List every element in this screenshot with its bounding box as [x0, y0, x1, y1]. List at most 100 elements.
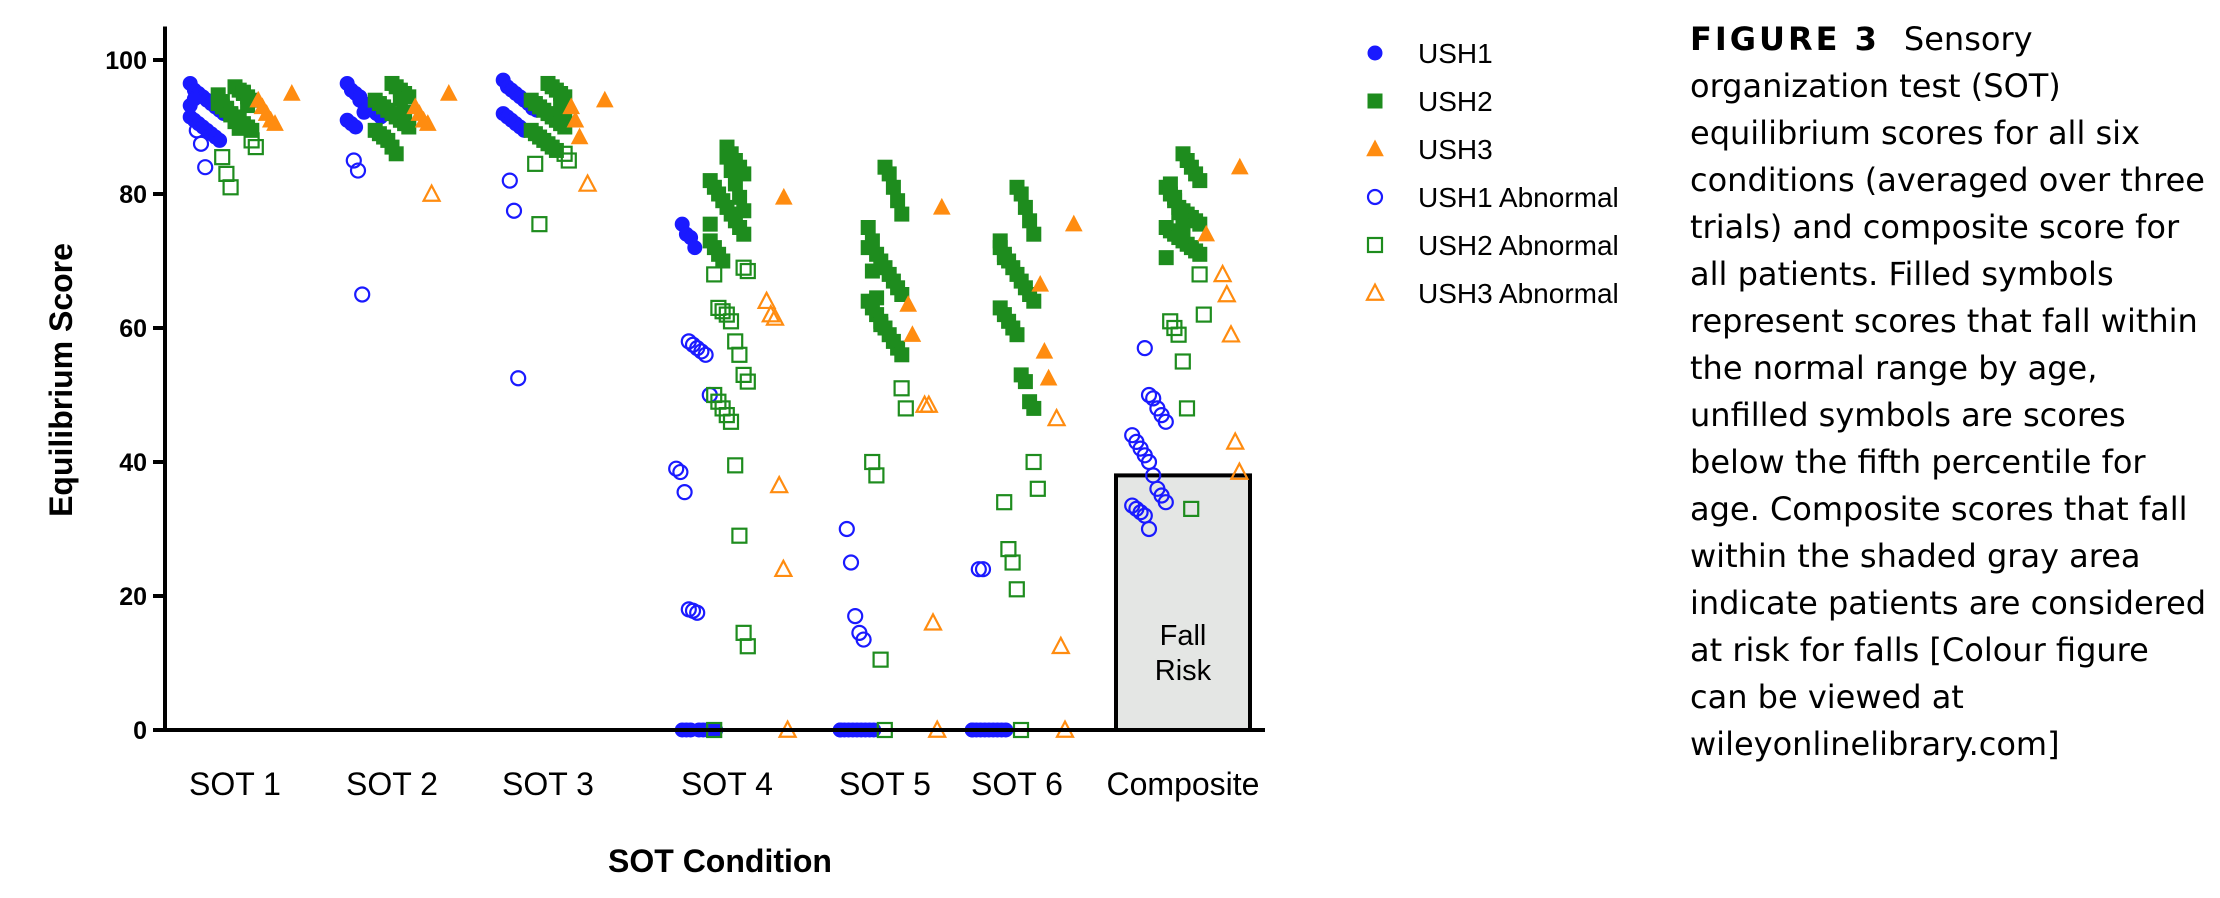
- data-point: [212, 132, 228, 148]
- data-point: [847, 607, 864, 625]
- data-point: [918, 394, 939, 413]
- data-point: [345, 152, 362, 169]
- data-point: [996, 494, 1013, 511]
- data-point: [1026, 293, 1042, 309]
- data-point: [1017, 374, 1033, 390]
- data-point: [1216, 283, 1237, 303]
- data-point: [838, 520, 855, 538]
- data-point: [719, 149, 735, 165]
- y-axis-label: Equilibrium Score: [43, 243, 79, 517]
- data-point: [873, 317, 889, 333]
- data-point: [739, 262, 756, 280]
- data-point: [676, 484, 693, 501]
- caption-text: Sensory organization test (SOT) equilibr…: [1690, 20, 2207, 763]
- data-point: [192, 135, 210, 152]
- data-point: [860, 220, 876, 235]
- data-point: [349, 162, 367, 179]
- data-point: [774, 187, 793, 205]
- data-point: [1157, 494, 1174, 511]
- data-point: [282, 84, 301, 101]
- data-point: [890, 193, 906, 209]
- data-point: [401, 119, 417, 135]
- fall-risk-label-line2: Risk: [1155, 655, 1212, 687]
- data-point: [1039, 368, 1058, 386]
- data-point: [722, 413, 740, 430]
- data-point: [881, 166, 897, 182]
- data-point: [1183, 500, 1200, 517]
- data-point: [697, 346, 714, 363]
- data-point: [970, 561, 987, 578]
- data-point: [1170, 326, 1187, 343]
- data-point: [439, 84, 458, 101]
- data-point: [1174, 353, 1191, 370]
- data-point: [760, 303, 781, 323]
- data-point: [388, 146, 404, 162]
- figure-label: FIGURE 3: [1690, 20, 1880, 58]
- data-point: [739, 638, 756, 655]
- x-tick-label: Composite: [1107, 766, 1260, 802]
- data-point: [570, 127, 589, 145]
- data-point: [894, 206, 910, 222]
- data-point: [869, 290, 885, 306]
- legend-marker: [1366, 139, 1384, 157]
- data-point: [735, 624, 752, 641]
- data-point: [222, 179, 239, 196]
- data-point: [1145, 390, 1162, 407]
- data-point: [1221, 323, 1241, 343]
- data-point: [872, 651, 889, 668]
- data-point: [693, 343, 710, 360]
- data-point: [560, 152, 577, 169]
- data-point: [505, 202, 523, 219]
- data-point: [418, 114, 437, 131]
- data-point: [1192, 216, 1208, 232]
- data-point: [923, 612, 943, 631]
- data-point: [595, 90, 614, 108]
- series-ush3: [249, 84, 1249, 386]
- data-point: [894, 347, 910, 363]
- data-point: [1178, 400, 1196, 417]
- data-point: [218, 165, 235, 182]
- x-tick-label: SOT 3: [502, 766, 594, 802]
- y-tick-label: 40: [119, 449, 147, 477]
- data-point: [1225, 431, 1246, 450]
- data-point: [723, 163, 739, 179]
- legend-marker: [1367, 93, 1383, 109]
- data-point: [894, 287, 910, 302]
- data-point: [348, 119, 364, 135]
- data-point: [421, 183, 442, 202]
- data-point: [1035, 341, 1054, 359]
- data-point: [235, 84, 251, 100]
- x-tick-label: SOT 6: [971, 766, 1063, 802]
- data-point: [1009, 327, 1025, 343]
- data-point: [1017, 199, 1033, 215]
- data-point: [1230, 157, 1249, 175]
- data-point: [1000, 540, 1017, 558]
- data-points: [182, 72, 1250, 739]
- data-point: [354, 286, 371, 303]
- data-point: [247, 139, 264, 156]
- data-point: [864, 453, 881, 471]
- data-point: [1171, 205, 1187, 221]
- data-point: [1167, 189, 1183, 205]
- series-ush1-abnormal: [188, 122, 1174, 648]
- data-point: [1162, 176, 1178, 192]
- data-point: [531, 216, 548, 233]
- data-point: [527, 155, 544, 172]
- data-point: [996, 250, 1012, 266]
- data-point: [769, 474, 790, 494]
- data-point: [1212, 263, 1233, 283]
- figure-caption: FIGURE 3 Sensory organization test (SOT) …: [1690, 16, 2210, 768]
- data-point: [577, 173, 598, 192]
- data-point: [356, 104, 372, 120]
- legend-label: USH1: [1418, 38, 1493, 69]
- data-point: [1132, 504, 1149, 521]
- legend-label: USH3 Abnormal: [1418, 278, 1619, 309]
- data-point: [1192, 173, 1208, 189]
- data-point: [855, 631, 872, 648]
- data-point: [1229, 461, 1250, 480]
- data-point: [903, 325, 922, 342]
- legend-marker: [1367, 45, 1383, 61]
- data-point: [1050, 635, 1071, 655]
